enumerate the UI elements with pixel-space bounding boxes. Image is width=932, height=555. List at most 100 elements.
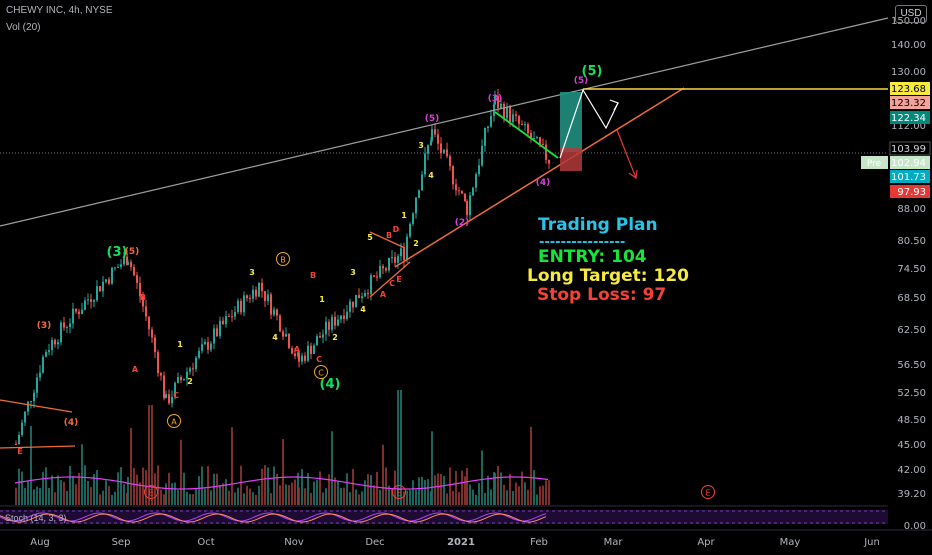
candle-body [60,322,62,343]
premarket-tag-text: Pre [867,159,882,169]
volume-bar [15,487,17,505]
volume-bar [367,474,369,505]
candle-body [524,123,526,125]
candle-body [358,294,360,299]
volume-ma-line [14,476,549,490]
volume-bar [63,481,65,505]
price-tick-label: 130.00 [891,67,926,78]
volume-bar [319,471,321,505]
volume-bar [291,482,293,505]
candle-body [27,401,29,412]
candle-body [449,156,451,167]
volume-bar [148,405,150,505]
volume-bar [388,485,390,505]
minor-wave-label: 5 [367,233,373,242]
volume-bar [171,483,173,505]
candle-body [117,266,119,268]
volume-bar [382,444,384,505]
volume-bar [512,490,514,505]
candle-body [252,289,254,299]
volume-bar [418,477,420,505]
wave-label: (2) [455,218,470,228]
stoch-tick-label: 0.00 [904,521,926,532]
candle-body [123,256,125,265]
circled-wave-marker [144,485,158,499]
circled-wave-letter: C [318,369,324,378]
volume-bar [310,492,312,505]
currency-button[interactable]: USD [895,5,927,23]
minor-wave-label: B [140,293,146,302]
candle-body [258,282,260,297]
candle-body [515,114,517,116]
price-tick-label: 74.50 [897,264,926,275]
wave-label: (4) [320,377,341,392]
candle-body [487,126,489,128]
volume-bar [90,487,92,505]
candle-body [458,190,460,192]
candle-body [298,352,300,362]
volume-bar [33,489,35,505]
candle-body [157,352,159,374]
candle-body [145,306,147,317]
candle-body [165,394,167,399]
candle-body [481,145,483,166]
volume-bar [337,481,339,505]
candle-body [24,411,26,423]
candle-body [66,327,68,329]
candle-body [270,294,272,315]
price-tick-label: 112.00 [891,121,926,132]
volume-bar [57,475,59,505]
price-tick-label: 140.00 [891,40,926,51]
time-tick-label: 2021 [447,537,475,548]
minor-wave-label: 1 [319,295,325,304]
minor-wave-label: 4 [428,171,434,180]
volume-bar [434,475,436,505]
volume-bar [521,471,523,505]
candle-body [494,95,496,105]
candle-body [154,337,156,353]
candle-body [370,275,372,294]
early-wedge-bottom [0,445,76,449]
candle-body [397,256,399,263]
price-label-box [890,170,930,183]
volume-bar [530,426,532,505]
volume-bar [464,476,466,505]
volume-bar [117,472,119,505]
volume-bar [139,482,141,505]
volume-bar [376,471,378,505]
minor-wave-label: 1 [177,340,183,349]
volume-bar [484,492,486,505]
candle-body [509,106,511,123]
volume-bar [102,490,104,505]
volume-bar [415,489,417,505]
candle-body [352,301,354,308]
volume-bar [437,473,439,505]
volume-bar [452,490,454,505]
wave-label: (5) [125,247,140,257]
volume-bar [385,467,387,505]
volume-bar [424,479,426,505]
plan-title: Trading Plan [538,215,658,235]
volume-bar [506,490,508,505]
volume-bar [151,405,153,505]
volume-bar [225,479,227,505]
candle-body [96,286,98,301]
volume-bar [195,488,197,505]
price-label-text: 102.94 [891,158,926,169]
volume-bar [469,484,471,505]
circled-wave-letter: E [705,489,710,498]
candle-body [15,444,17,445]
minor-wave-label: 2 [187,377,193,386]
candle-body [431,129,433,141]
candle-body [160,373,162,376]
falling-wedge-green [494,111,559,159]
support-trendline [394,87,685,268]
volume-bar [111,494,113,505]
volume-bar [246,485,248,505]
volume-bar [87,480,89,505]
candle-body [288,334,290,349]
candle-body [102,281,104,292]
candle-body [400,248,402,257]
